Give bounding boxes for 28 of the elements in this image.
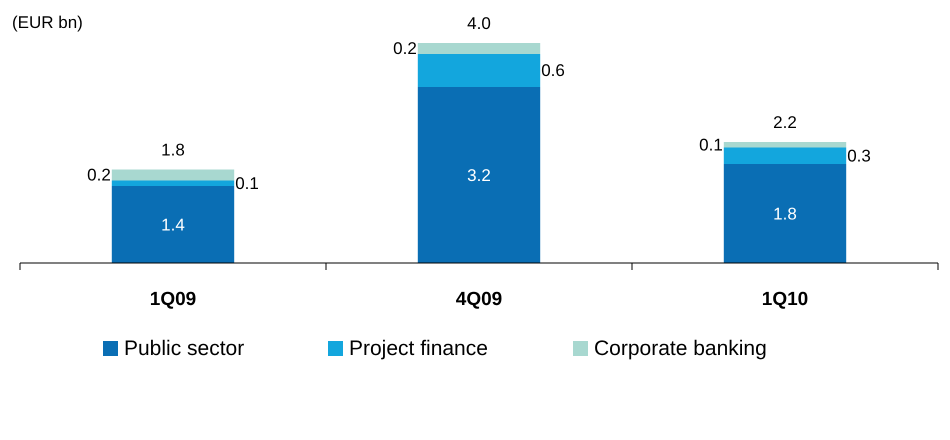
bar [418, 43, 540, 54]
total-label: 2.2 [773, 113, 797, 132]
bar [418, 87, 540, 263]
data-label: 0.2 [393, 39, 417, 58]
x-tick-label: 4Q09 [456, 289, 502, 310]
legend-label: Public sector [124, 337, 244, 360]
bar [724, 142, 846, 148]
data-label: 0.2 [87, 166, 111, 184]
bar [112, 180, 234, 186]
total-label: 4.0 [467, 14, 491, 33]
total-label: 1.8 [161, 140, 185, 160]
x-tick-label: 1Q10 [762, 289, 808, 310]
bar [112, 186, 234, 263]
chart-title: (EUR bn) [12, 13, 83, 32]
bar [418, 54, 540, 87]
x-tick-label: 1Q09 [150, 289, 196, 310]
data-label: 0.1 [235, 174, 259, 193]
data-label: 3.2 [467, 166, 491, 185]
bar [724, 164, 846, 263]
data-label: 0.3 [847, 146, 871, 166]
bar [112, 170, 234, 180]
data-label: 1.4 [161, 216, 185, 234]
legend-label: Project finance [349, 337, 488, 360]
legend-label: Corporate banking [594, 337, 767, 360]
data-label: 0.6 [541, 61, 565, 80]
bar [724, 148, 846, 164]
data-label: 0.1 [699, 135, 723, 154]
data-label: 1.8 [773, 204, 797, 224]
